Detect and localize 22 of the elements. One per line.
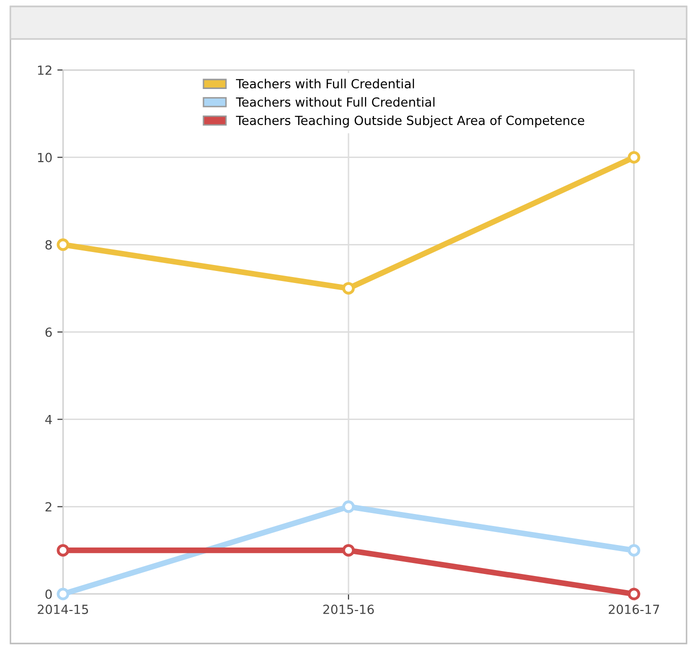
- point: [56, 588, 70, 600]
- legend-label: Teachers Teaching Outside Subject Area of Competence: [236, 115, 584, 128]
- point: [342, 544, 355, 557]
- y-tick-label: 8: [45, 240, 52, 250]
- x-tick-label: 2016-17: [608, 604, 660, 614]
- y-tick-label: 10: [38, 152, 52, 162]
- y-tick-label: 12: [38, 65, 52, 75]
- x-tick-label: 2015-16: [323, 604, 374, 614]
- point: [628, 544, 640, 557]
- legend-label: Teachers without Full Credential: [236, 97, 434, 107]
- legend-label: Teachers with Full Credential: [236, 78, 414, 88]
- point: [56, 238, 70, 251]
- point: [342, 500, 355, 513]
- y-tick-label: 4: [45, 414, 52, 424]
- point: [56, 544, 70, 557]
- point: [628, 588, 640, 600]
- y-tick-label: 2: [46, 502, 52, 512]
- y-tick-label: 6: [46, 327, 52, 337]
- point: [342, 282, 355, 295]
- y-tick-label: 0: [45, 589, 52, 599]
- x-tick-label: 2014-15: [38, 604, 88, 614]
- point: [628, 151, 640, 164]
